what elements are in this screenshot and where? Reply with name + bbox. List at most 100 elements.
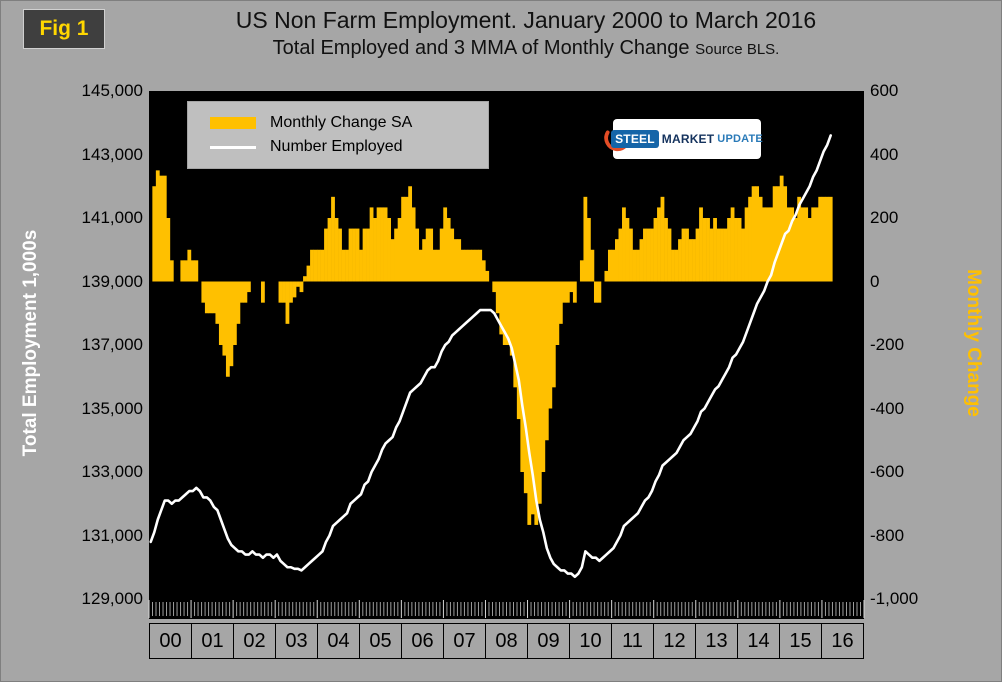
monthly-change-bar bbox=[362, 228, 367, 282]
monthly-change-bar bbox=[464, 249, 469, 282]
logo-mark: STEEL bbox=[604, 130, 659, 152]
monthly-change-bar bbox=[671, 249, 675, 282]
monthly-change-bar bbox=[239, 281, 244, 303]
monthly-change-bar bbox=[765, 207, 770, 282]
steel-market-update-logo: STEEL MARKET UPDATE bbox=[604, 119, 763, 159]
monthly-change-bar bbox=[793, 218, 798, 282]
monthly-change-bar bbox=[583, 196, 588, 282]
figure-label-badge: Fig 1 bbox=[23, 9, 105, 49]
monthly-change-bar bbox=[713, 218, 717, 282]
monthly-change-bar bbox=[218, 281, 223, 345]
x-axis-year-label: 13 bbox=[695, 623, 738, 659]
monthly-change-bar bbox=[530, 281, 535, 515]
monthly-change-bar bbox=[429, 228, 434, 282]
x-axis-year-label: 04 bbox=[317, 623, 360, 659]
monthly-change-bar bbox=[569, 281, 574, 293]
monthly-change-bar bbox=[317, 249, 321, 282]
monthly-change-bar bbox=[674, 249, 679, 282]
monthly-change-bar bbox=[432, 249, 437, 282]
right-axis-tick-label: -200 bbox=[870, 335, 905, 354]
monthly-change-bar bbox=[688, 239, 693, 282]
x-axis-year-label: 07 bbox=[443, 623, 486, 659]
left-axis-tick-label: 139,000 bbox=[81, 271, 143, 291]
chart-subtitle: Total Employed and 3 MMA of Monthly Chan… bbox=[111, 37, 941, 60]
monthly-change-bar bbox=[383, 207, 388, 282]
monthly-change-bar bbox=[492, 281, 497, 293]
monthly-change-bar bbox=[744, 207, 749, 282]
monthly-change-bar bbox=[404, 196, 409, 282]
monthly-change-bar bbox=[667, 228, 672, 282]
monthly-change-bar bbox=[373, 218, 377, 282]
monthly-change-bar bbox=[450, 228, 455, 282]
x-axis-year-label: 02 bbox=[233, 623, 276, 659]
monthly-change-bar bbox=[236, 281, 241, 324]
monthly-change-bar bbox=[369, 207, 374, 282]
monthly-change-bar bbox=[201, 281, 206, 303]
x-axis-year-labels: 00 01 02 03 04 05 06 07 08 09 10 11 12 13 14 15 16 bbox=[149, 623, 864, 659]
monthly-change-bar bbox=[229, 281, 234, 367]
monthly-change-bar bbox=[814, 207, 819, 282]
left-axis-tick-label: 137,000 bbox=[81, 335, 143, 354]
left-axis-tick-label: 131,000 bbox=[81, 525, 143, 545]
monthly-change-bar bbox=[208, 281, 213, 314]
monthly-change-bar bbox=[579, 260, 584, 282]
monthly-change-bar bbox=[695, 228, 700, 282]
monthly-change-bar bbox=[737, 218, 742, 282]
legend-line-label: Number Employed bbox=[270, 138, 403, 155]
monthly-change-bar bbox=[723, 228, 728, 282]
monthly-change-bar bbox=[646, 228, 651, 282]
monthly-change-bar bbox=[338, 228, 342, 282]
monthly-change-bar bbox=[709, 228, 714, 282]
monthly-change-bar bbox=[243, 281, 248, 303]
figure-label: Fig 1 bbox=[39, 17, 89, 40]
monthly-change-bar bbox=[632, 249, 637, 282]
monthly-change-bar bbox=[590, 249, 595, 282]
right-axis-tick-label: 400 bbox=[870, 144, 899, 164]
monthly-change-bar bbox=[622, 207, 626, 282]
monthly-change-bar bbox=[169, 260, 174, 282]
monthly-change-bar bbox=[359, 249, 363, 282]
left-axis-tick-label: 145,000 bbox=[81, 81, 143, 100]
monthly-change-bar bbox=[720, 228, 724, 282]
monthly-change-bar bbox=[804, 207, 809, 282]
monthly-change-bar bbox=[222, 281, 227, 356]
monthly-change-bar bbox=[506, 281, 511, 345]
monthly-change-bar bbox=[355, 228, 360, 282]
monthly-change-bar bbox=[699, 207, 703, 282]
x-axis-year-label: 03 bbox=[275, 623, 318, 659]
monthly-change-bar bbox=[643, 228, 647, 282]
monthly-change-bar bbox=[418, 249, 423, 282]
monthly-change-bar bbox=[215, 281, 220, 324]
monthly-change-bar bbox=[394, 228, 398, 282]
monthly-change-bar bbox=[232, 281, 237, 345]
monthly-change-bar bbox=[162, 175, 167, 282]
x-axis-year-label: 08 bbox=[485, 623, 528, 659]
monthly-change-bar bbox=[422, 239, 427, 282]
monthly-change-bar bbox=[541, 281, 546, 472]
monthly-change-bar bbox=[397, 218, 402, 282]
monthly-change-bar bbox=[604, 270, 609, 282]
monthly-change-bar bbox=[408, 186, 413, 282]
monthly-change-bar bbox=[411, 207, 416, 282]
monthly-change-bar bbox=[828, 196, 833, 282]
source-note: Source BLS. bbox=[695, 41, 780, 58]
monthly-change-bar bbox=[797, 196, 802, 282]
monthly-change-bar bbox=[457, 239, 462, 282]
monthly-change-bar bbox=[551, 281, 556, 388]
monthly-change-bar bbox=[741, 228, 745, 282]
monthly-change-bar bbox=[790, 207, 795, 282]
line-series-swatch bbox=[210, 145, 256, 149]
monthly-change-bar bbox=[776, 186, 781, 282]
monthly-change-bar bbox=[380, 207, 384, 282]
chart-title: US Non Farm Employment. January 2000 to … bbox=[235, 7, 817, 33]
monthly-change-bar bbox=[204, 281, 209, 314]
monthly-change-bar bbox=[401, 196, 406, 282]
monthly-change-bar bbox=[597, 281, 602, 303]
monthly-change-bar bbox=[471, 249, 476, 282]
monthly-change-bar bbox=[246, 281, 251, 293]
monthly-change-bar bbox=[334, 218, 339, 282]
monthly-change-bar bbox=[755, 186, 760, 282]
monthly-change-bar bbox=[460, 249, 465, 282]
monthly-change-bar bbox=[769, 207, 774, 282]
x-axis-year-label: 10 bbox=[569, 623, 612, 659]
